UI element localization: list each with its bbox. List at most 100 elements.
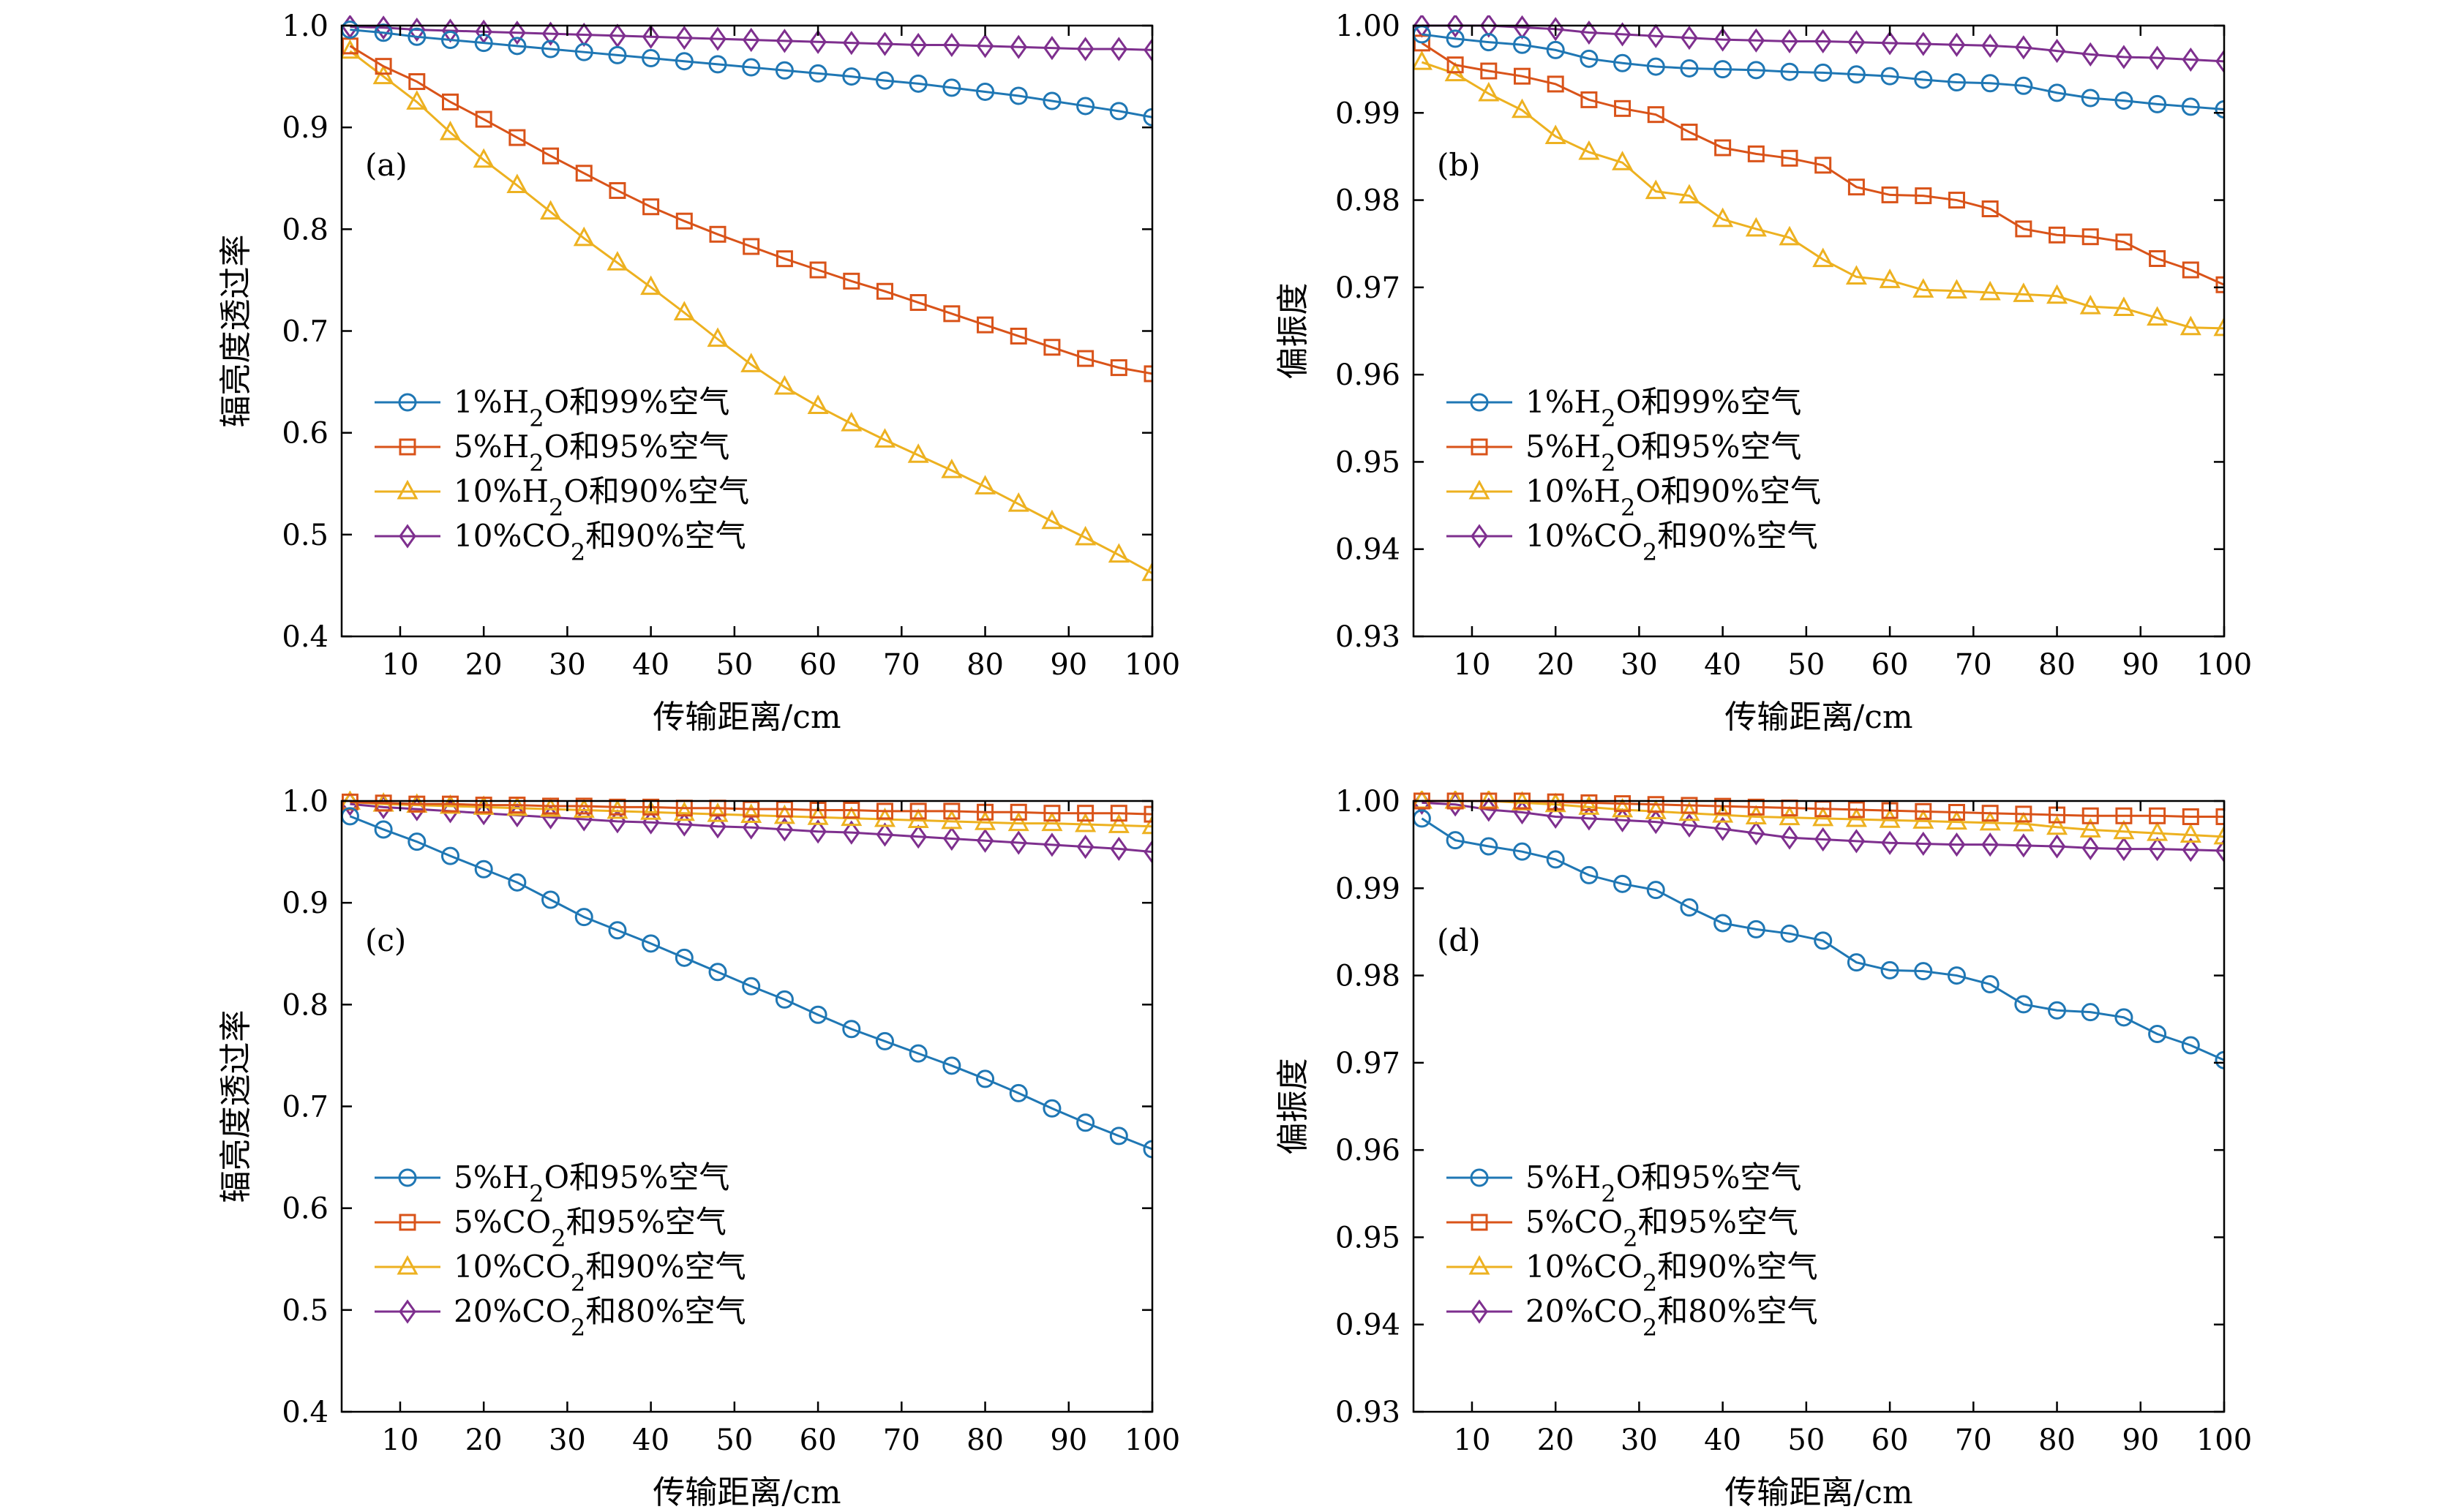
- data-point: [1480, 62, 1498, 80]
- data-point: [2215, 100, 2224, 119]
- legend: 5%H2O和95%空气5%CO2和95%空气10%CO2和90%空气20%CO2…: [375, 1159, 746, 1342]
- data-point: [1580, 20, 1598, 45]
- x-tick-label: 50: [1787, 648, 1825, 682]
- data-point: [843, 802, 860, 819]
- data-point: [1578, 140, 1600, 160]
- data-point: [708, 963, 727, 982]
- data-point: [842, 820, 860, 845]
- legend-label: 5%H2O和95%空气: [1525, 1159, 1801, 1208]
- data-point: [1144, 365, 1152, 383]
- data-point: [1479, 33, 1498, 52]
- data-point: [1680, 898, 1699, 917]
- data-point: [1847, 953, 1866, 972]
- data-point: [675, 212, 693, 230]
- data-point: [541, 40, 560, 59]
- x-tick-label: 70: [1955, 1423, 1992, 1457]
- y-tick-label: 0.99: [1335, 872, 1400, 906]
- data-point: [1141, 814, 1152, 835]
- data-point: [2079, 294, 2101, 315]
- data-point: [941, 459, 963, 478]
- data-point: [1914, 831, 1932, 857]
- data-point: [441, 795, 459, 813]
- data-point: [608, 45, 627, 64]
- panel-label: (a): [365, 147, 408, 183]
- data-point: [1713, 60, 1732, 79]
- data-point: [1981, 832, 2000, 857]
- data-point: [1945, 279, 1968, 299]
- data-point: [975, 810, 996, 830]
- x-tick-label: 20: [1537, 1423, 1574, 1457]
- legend-marker: [399, 1214, 416, 1231]
- data-point: [1043, 36, 1061, 61]
- data-point: [708, 55, 727, 74]
- data-point: [1847, 30, 1866, 55]
- data-point: [440, 846, 459, 865]
- data-point: [943, 826, 961, 851]
- data-point: [842, 1020, 861, 1039]
- data-point: [2013, 282, 2035, 302]
- data-point: [1747, 145, 1765, 162]
- data-point: [408, 27, 427, 46]
- x-tick-label: 30: [1621, 648, 1658, 682]
- data-point: [2081, 42, 2100, 67]
- data-point: [707, 327, 729, 347]
- legend-label: 20%CO2和80%空气: [1525, 1293, 1818, 1342]
- data-point: [573, 226, 595, 247]
- data-point: [909, 1044, 928, 1063]
- series-line: [349, 815, 1152, 1151]
- x-tick-label: 10: [1454, 648, 1491, 682]
- data-point: [1009, 86, 1028, 105]
- data-point: [2048, 39, 2066, 64]
- data-point: [640, 800, 662, 820]
- data-point: [374, 23, 393, 42]
- data-point: [1812, 247, 1834, 268]
- data-point: [2115, 807, 2133, 824]
- y-tick-label: 0.8: [282, 988, 328, 1022]
- data-point: [2081, 835, 2100, 860]
- data-point: [1580, 794, 1598, 811]
- data-point: [875, 71, 894, 90]
- x-tick-label: 80: [2038, 1423, 2076, 1457]
- series-group: [1413, 15, 2224, 336]
- series-line: [1422, 800, 2224, 838]
- x-tick-label: 40: [632, 648, 669, 682]
- data-point: [975, 475, 996, 494]
- data-point: [1010, 803, 1027, 821]
- data-point: [1613, 53, 1632, 72]
- data-point: [942, 1056, 961, 1075]
- data-point: [1678, 184, 1700, 204]
- x-tick-label: 30: [549, 648, 586, 682]
- data-point: [1141, 561, 1152, 582]
- data-point: [1948, 32, 1966, 57]
- data-point: [2182, 47, 2200, 72]
- data-point: [2015, 35, 2032, 60]
- data-point: [1614, 795, 1632, 813]
- data-point: [2113, 296, 2135, 316]
- data-point: [1912, 278, 1934, 298]
- data-point: [541, 890, 560, 909]
- data-point: [1612, 151, 1634, 170]
- data-point: [1879, 268, 1901, 288]
- chart-panel: 10 20 30 40 50 60 70 80 90 100 0.93 0.94 0.95 0.96 0.9…: [1274, 785, 2252, 1511]
- legend-marker: [399, 524, 416, 549]
- x-tick-label: 90: [1050, 648, 1087, 682]
- data-point: [2147, 306, 2169, 326]
- data-point: [1681, 26, 1698, 50]
- data-point: [1413, 34, 1430, 52]
- data-point: [2046, 284, 2068, 304]
- series-line: [1422, 33, 2224, 111]
- data-point: [2148, 45, 2166, 70]
- data-point: [809, 29, 827, 54]
- y-axis-label: 辐亮度透过率: [217, 1010, 255, 1203]
- data-point: [1547, 75, 1564, 93]
- legend-marker: [398, 1168, 417, 1187]
- x-tick-label: 60: [800, 648, 837, 682]
- x-tick-label: 70: [883, 1423, 920, 1457]
- legend: 5%H2O和95%空气5%CO2和95%空气10%CO2和90%空气20%CO2…: [1446, 1159, 1818, 1342]
- data-point: [1512, 35, 1531, 54]
- data-point: [474, 860, 493, 879]
- y-tick-label: 0.7: [282, 1091, 328, 1124]
- data-point: [1578, 795, 1600, 815]
- x-tick-label: 100: [2196, 1423, 2252, 1457]
- legend-label: 10%CO2和90%空气: [1525, 1249, 1818, 1297]
